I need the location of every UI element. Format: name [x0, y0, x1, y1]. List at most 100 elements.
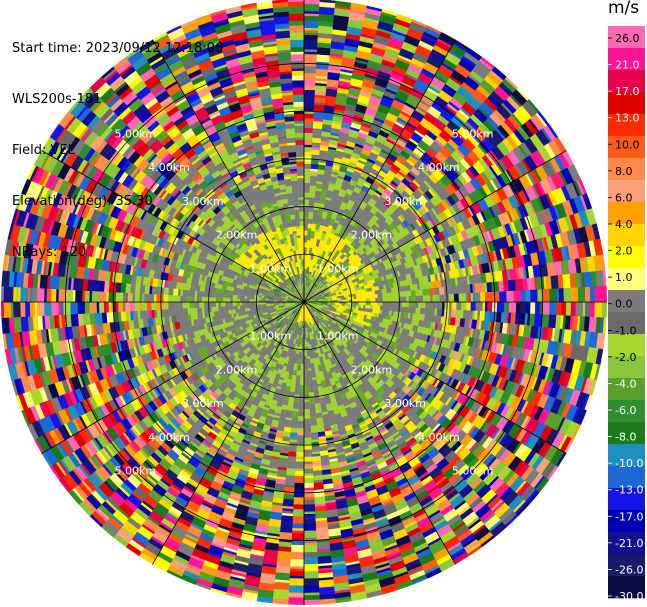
velocity-cell: [299, 385, 305, 393]
velocity-cell: [475, 292, 481, 303]
velocity-cell: [387, 297, 391, 303]
velocity-cell: [303, 547, 318, 553]
velocity-cell: [287, 451, 297, 458]
velocity-cell: [303, 53, 318, 60]
velocity-cell: [291, 540, 305, 546]
velocity-cell: [314, 496, 326, 505]
velocity-cell: [303, 151, 313, 157]
velocity-cell: [272, 591, 289, 601]
velocity-cell: [303, 456, 313, 463]
velocity-cell: [465, 310, 471, 320]
velocity-cell: [289, 571, 305, 577]
velocity-cell: [303, 385, 309, 393]
velocity-cell: [394, 296, 400, 303]
velocity-cell: [406, 296, 410, 303]
velocity-cell: [313, 482, 324, 491]
velocity-cell: [309, 177, 318, 186]
velocity-cell: [283, 486, 295, 496]
velocity-cell: [303, 363, 308, 372]
velocity-cell: [583, 271, 593, 288]
velocity-cell: [303, 599, 321, 605]
velocity-cell: [423, 281, 433, 290]
velocity-cell: [424, 308, 431, 316]
velocity-cell: [315, 68, 329, 77]
velocity-cell: [303, 146, 313, 153]
velocity-cell: [303, 556, 318, 565]
velocity-cell: [312, 130, 323, 137]
velocity-cell: [289, 432, 298, 439]
velocity-cell: [561, 301, 567, 316]
velocity-cell: [303, 213, 309, 217]
velocity-cell: [295, 451, 305, 458]
velocity-cell: [303, 478, 314, 484]
velocity-cell: [496, 301, 505, 313]
velocity-cell: [311, 456, 321, 462]
velocity-cell: [303, 461, 313, 465]
velocity-cell: [303, 196, 310, 200]
velocity-cell: [311, 149, 321, 156]
velocity-cell: [311, 446, 320, 453]
velocity-cell: [299, 380, 305, 386]
velocity-cell: [310, 425, 318, 431]
velocity-cell: [520, 301, 527, 314]
velocity-cell: [382, 293, 388, 299]
velocity-cell: [463, 293, 467, 303]
velocity-cell: [272, 598, 289, 605]
velocity-cell: [370, 301, 379, 307]
velocity-cell: [533, 313, 543, 328]
velocity-cell: [303, 518, 316, 525]
velocity-cell: [303, 504, 316, 513]
velocity-cell: [307, 363, 312, 369]
velocity-cell: [358, 298, 367, 303]
velocity-cell: [287, 456, 297, 462]
velocity-cell: [273, 581, 290, 591]
velocity-cell: [451, 301, 457, 311]
velocity-cell: [584, 286, 591, 303]
velocity-cell: [303, 409, 311, 415]
velocity-cell: [286, 463, 296, 469]
velocity-cell: [303, 378, 309, 386]
velocity-cell: [305, 339, 309, 343]
velocity-cell: [303, 168, 312, 172]
velocity-cell: [303, 218, 309, 224]
velocity-cell: [297, 428, 305, 432]
velocity-cell: [303, 349, 308, 358]
velocity-cell: [584, 301, 591, 318]
velocity-cell: [303, 551, 318, 558]
velocity-cell: [563, 287, 572, 303]
velocity-cell: [401, 296, 407, 303]
velocity-cell: [303, 361, 308, 365]
velocity-cell: [308, 206, 315, 213]
velocity-cell: [382, 301, 386, 307]
velocity-cell: [379, 305, 386, 311]
velocity-cell: [303, 530, 317, 539]
velocity-cell: [503, 301, 510, 313]
velocity-cell: [300, 363, 305, 372]
velocity-cell: [295, 459, 305, 463]
velocity-cell: [508, 301, 517, 314]
velocity-cell: [370, 294, 379, 299]
velocity-cell: [589, 301, 596, 318]
velocity-cell: [430, 295, 434, 303]
velocity-cell: [303, 242, 308, 248]
velocity-cell: [292, 509, 305, 517]
velocity-cell: [290, 427, 298, 434]
velocity-cell: [295, 461, 305, 465]
velocity-cell: [293, 482, 305, 491]
velocity-cell: [425, 301, 434, 309]
velocity-cell: [549, 301, 558, 316]
velocity-cell: [381, 288, 388, 294]
velocity-cell: [303, 230, 308, 236]
velocity-cell: [307, 377, 313, 386]
velocity-cell: [303, 571, 319, 579]
velocity-cell: [296, 439, 305, 443]
velocity-cell: [408, 296, 412, 303]
velocity-cell: [548, 314, 557, 329]
velocity-cell: [307, 218, 313, 224]
velocity-cell: [303, 523, 317, 532]
velocity-cell: [377, 293, 383, 299]
velocity-cell: [292, 401, 299, 410]
velocity-cell: [303, 189, 311, 193]
velocity-cell: [303, 139, 313, 145]
